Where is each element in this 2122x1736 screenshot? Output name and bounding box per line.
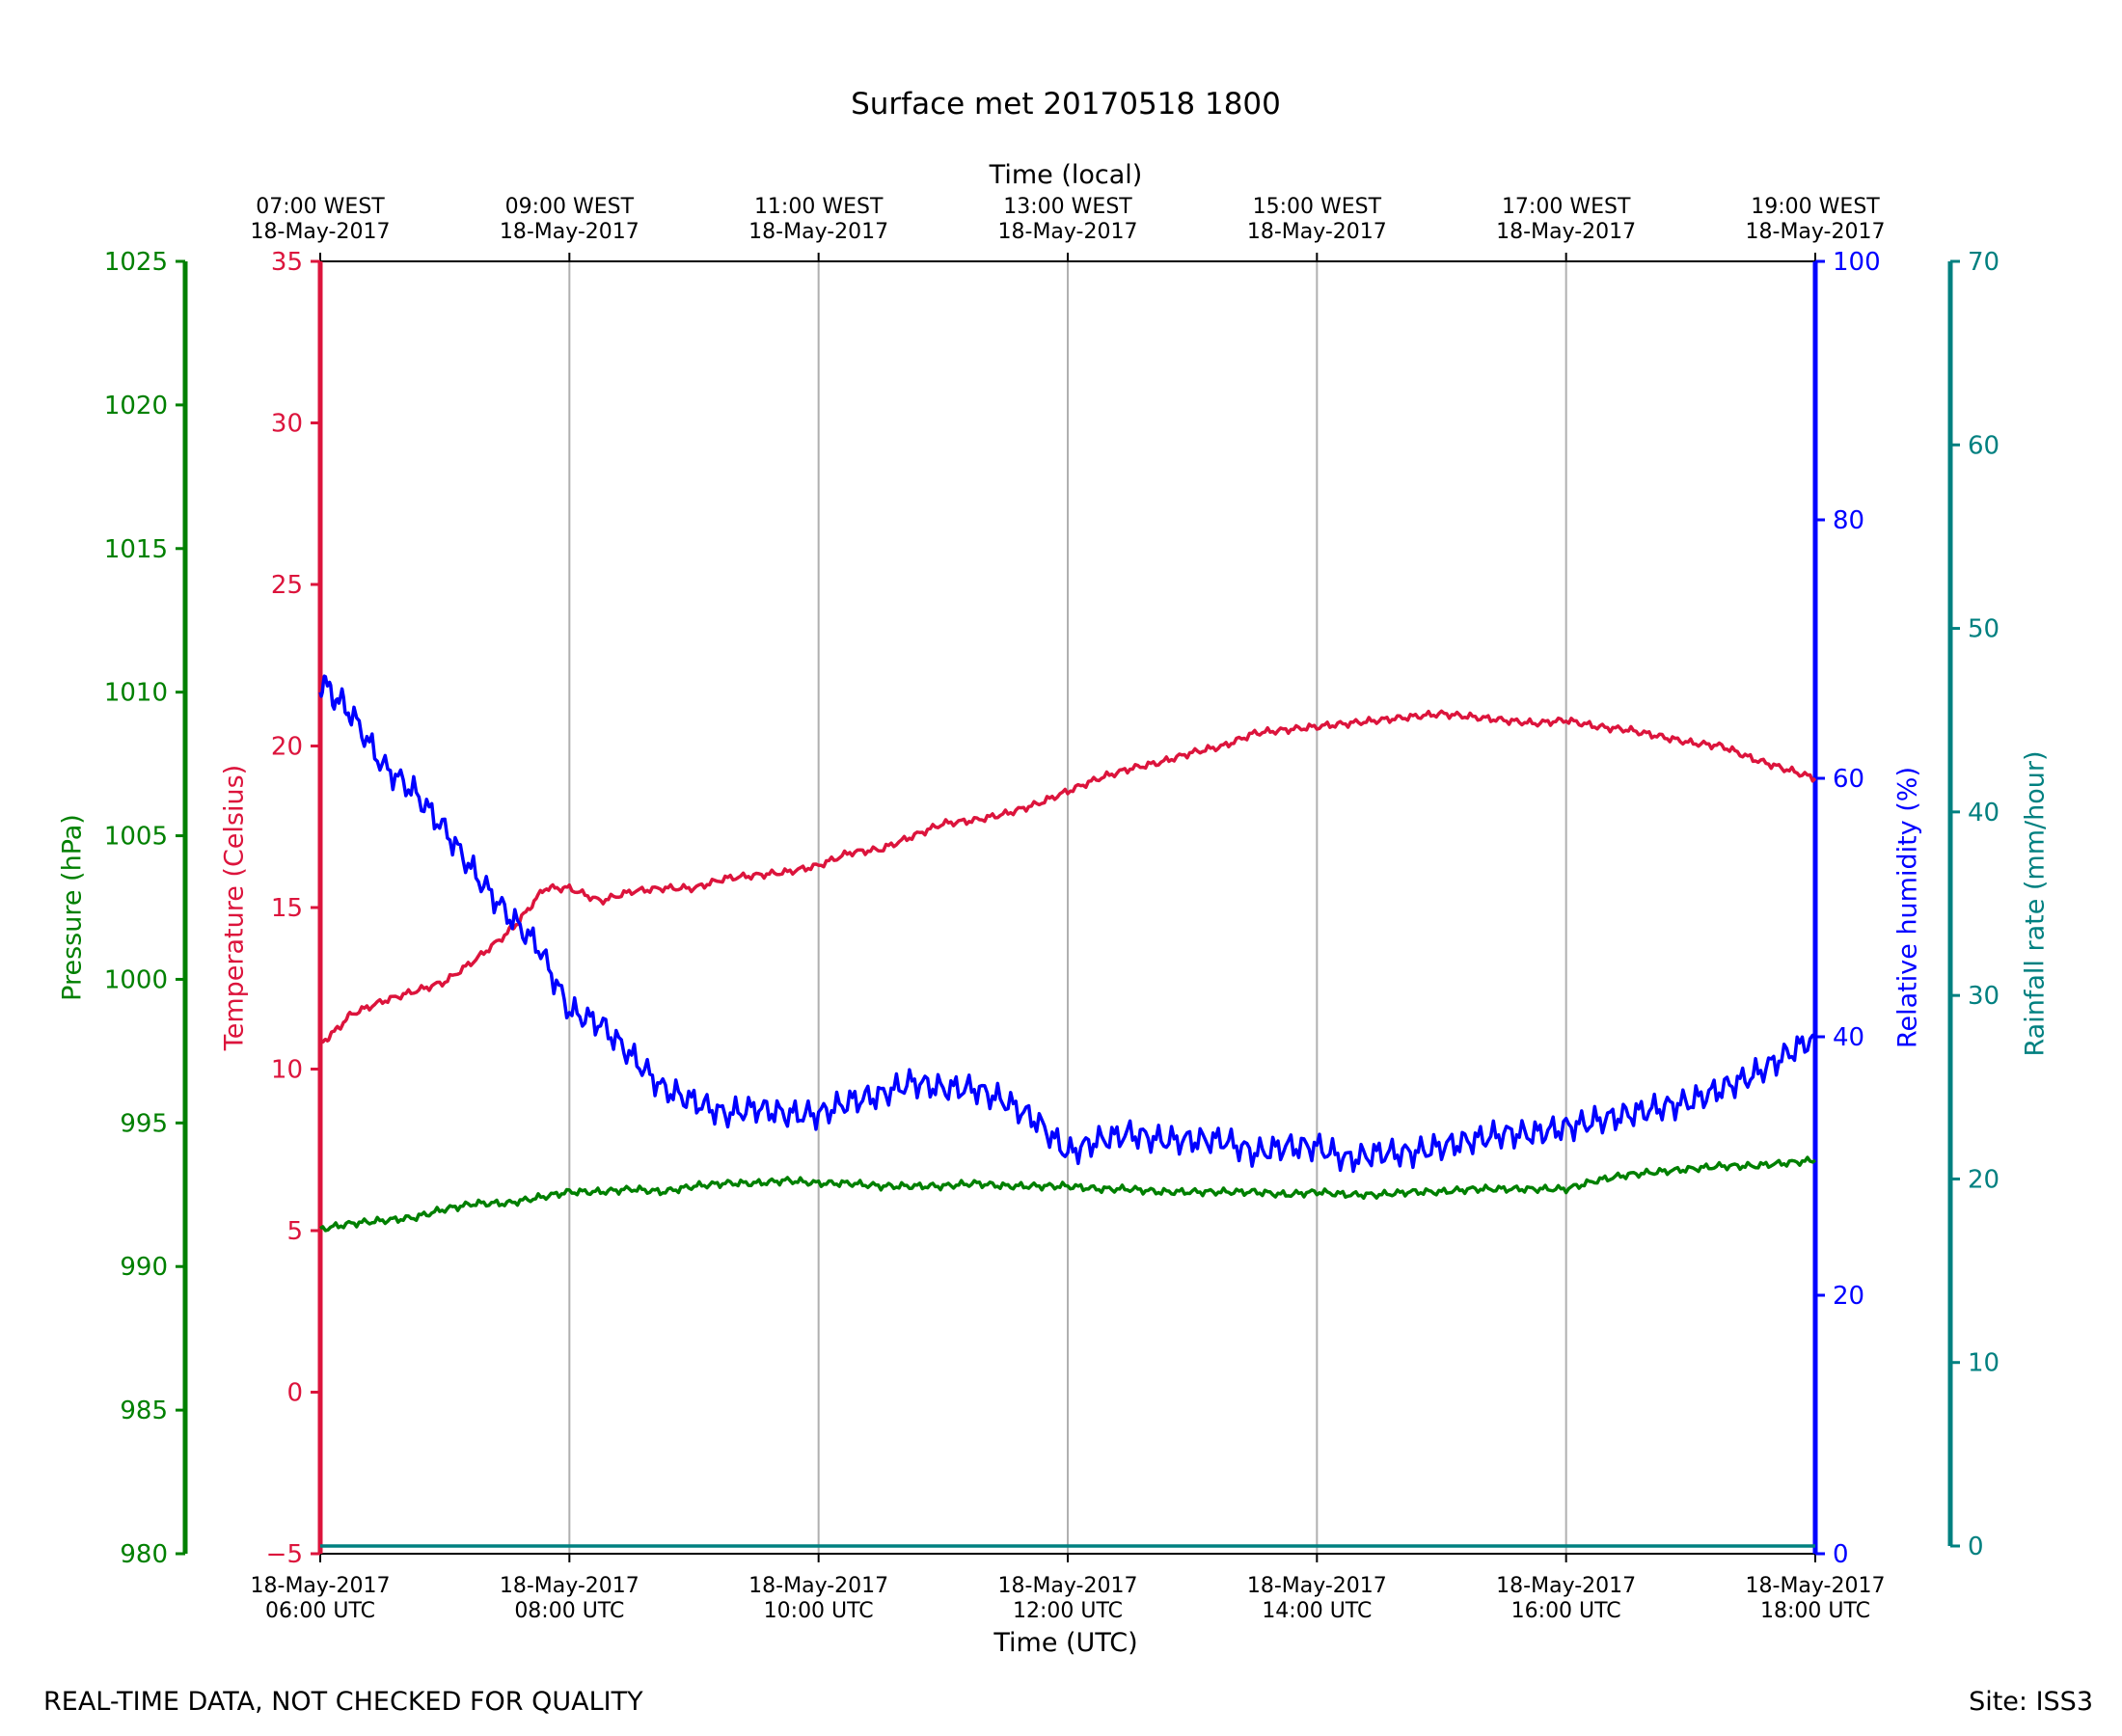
x-tick-label-date-top: 18-May-2017 [1247, 220, 1387, 244]
pressure-axis-label: Pressure (hPa) [58, 814, 88, 1001]
x-tick-label-time-bottom: 10:00 UTC [764, 1599, 874, 1623]
humidity-tick-label: 40 [1833, 1023, 1864, 1052]
rainfall-tick-label: 70 [1968, 248, 2000, 277]
temperature-tick-label: 10 [271, 1056, 303, 1085]
x-tick-label-date-bottom: 18-May-2017 [1247, 1574, 1387, 1598]
x-tick-label-time-bottom: 08:00 UTC [514, 1599, 624, 1623]
x-tick-label-date-top: 18-May-2017 [251, 220, 391, 244]
pressure-tick-label: 1005 [104, 823, 168, 852]
humidity-tick-label: 0 [1833, 1540, 1849, 1569]
x-tick-label-date-bottom: 18-May-2017 [251, 1574, 391, 1598]
pressure-tick-label: 1015 [104, 535, 168, 564]
humidity-tick-label: 100 [1833, 248, 1881, 277]
pressure-series-line [319, 1155, 1817, 1233]
rainfall-axis-label: Rainfall rate (mm/hour) [2021, 751, 2051, 1057]
relative-humidity-series-line [318, 674, 1816, 1174]
temperature-tick-label: −5 [266, 1540, 303, 1569]
chart-title: Surface met 20170518 1800 [851, 87, 1281, 122]
rainfall-tick-label: 50 [1968, 615, 2000, 644]
x-tick-label-date-top: 18-May-2017 [998, 220, 1138, 244]
pressure-tick-label: 1010 [104, 679, 168, 708]
humidity-tick-label: 80 [1833, 506, 1864, 535]
rainfall-tick-label: 30 [1968, 982, 2000, 1011]
site-label: Site: ISS3 [1969, 1687, 2093, 1717]
x-tick-label-time-bottom: 14:00 UTC [1262, 1599, 1372, 1623]
x-tick-label-time-top: 09:00 WEST [505, 195, 635, 219]
x-tick-label-date-bottom: 18-May-2017 [748, 1574, 888, 1598]
x-tick-label-date-bottom: 18-May-2017 [1496, 1574, 1636, 1598]
chart-series [318, 674, 1817, 1548]
quality-note: REAL-TIME DATA, NOT CHECKED FOR QUALITY [43, 1687, 643, 1717]
temperature-tick-label: 20 [271, 733, 303, 762]
humidity-axis-label: Relative humidity (%) [1893, 767, 1923, 1048]
x-tick-label-time-bottom: 16:00 UTC [1511, 1599, 1621, 1623]
x-tick-label-time-top: 17:00 WEST [1502, 195, 1631, 219]
humidity-tick-label: 20 [1833, 1282, 1864, 1311]
x-tick-label-date-bottom: 18-May-2017 [998, 1574, 1138, 1598]
rainfall-tick-label: 40 [1968, 799, 2000, 827]
x-tick-label-time-top: 19:00 WEST [1751, 195, 1880, 219]
x-tick-label-time-top: 11:00 WEST [754, 195, 884, 219]
pressure-tick-label: 1025 [104, 248, 168, 277]
rainfall-tick-label: 0 [1968, 1533, 1984, 1561]
x-tick-label-date-top: 18-May-2017 [1746, 220, 1886, 244]
rainfall-tick-label: 20 [1968, 1165, 2000, 1194]
pressure-tick-label: 995 [120, 1109, 168, 1138]
temperature-tick-label: 30 [271, 410, 303, 439]
temperature-tick-label: 35 [271, 248, 303, 277]
temperature-tick-label: 15 [271, 894, 303, 923]
top-axis-label: Time (local) [989, 160, 1143, 190]
pressure-tick-label: 1020 [104, 392, 168, 420]
x-tick-label-time-bottom: 18:00 UTC [1760, 1599, 1870, 1623]
temperature-tick-label: 0 [286, 1379, 303, 1408]
humidity-tick-label: 60 [1833, 765, 1864, 794]
rainfall-tick-label: 10 [1968, 1349, 2000, 1378]
x-tick-label-date-top: 18-May-2017 [1496, 220, 1636, 244]
temperature-tick-label: 5 [286, 1217, 303, 1246]
temperature-tick-label: 25 [271, 571, 303, 600]
bottom-axis-label: Time (UTC) [993, 1628, 1137, 1658]
x-tick-label-date-top: 18-May-2017 [500, 220, 639, 244]
pressure-tick-label: 980 [120, 1540, 168, 1569]
pressure-tick-label: 985 [120, 1397, 168, 1425]
x-tick-label-time-bottom: 12:00 UTC [1013, 1599, 1123, 1623]
x-tick-label-date-top: 18-May-2017 [748, 220, 888, 244]
x-tick-label-date-bottom: 18-May-2017 [1746, 1574, 1886, 1598]
grid-lines [568, 261, 1567, 1554]
temperature-axis-label: Temperature (Celsius) [220, 765, 250, 1051]
rainfall-tick-label: 60 [1968, 431, 2000, 460]
pressure-tick-label: 1000 [104, 965, 168, 994]
temperature-series-line [318, 709, 1817, 1044]
x-tick-label-time-bottom: 06:00 UTC [265, 1599, 375, 1623]
x-tick-label-time-top: 13:00 WEST [1003, 195, 1132, 219]
pressure-tick-label: 990 [120, 1253, 168, 1282]
x-tick-label-time-top: 07:00 WEST [256, 195, 385, 219]
x-tick-label-date-bottom: 18-May-2017 [500, 1574, 639, 1598]
x-tick-label-time-top: 15:00 WEST [1253, 195, 1382, 219]
